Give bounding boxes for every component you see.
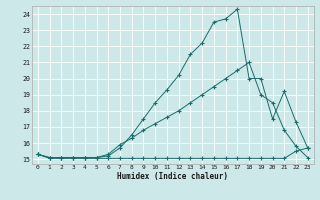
X-axis label: Humidex (Indice chaleur): Humidex (Indice chaleur) xyxy=(117,172,228,181)
